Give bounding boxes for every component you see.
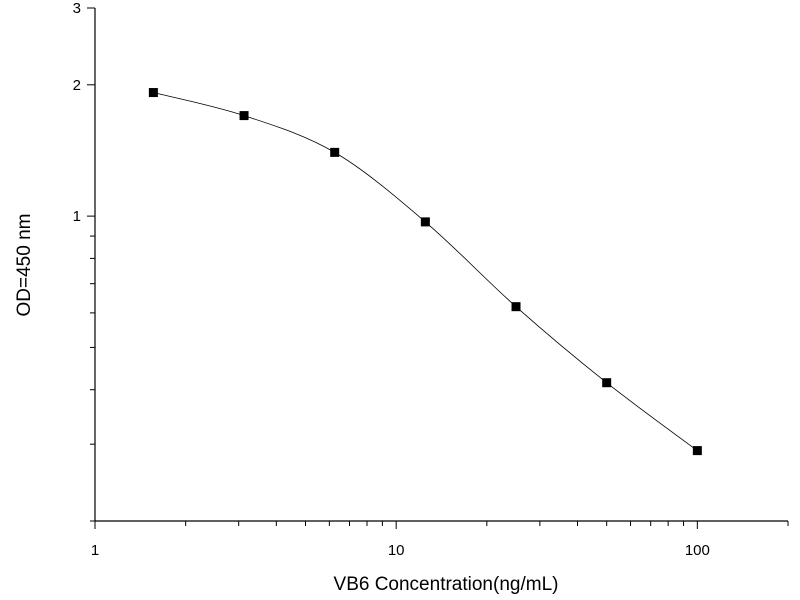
data-point-marker [330, 147, 340, 157]
x-axis-title: VB6 Concentration(ng/mL) [334, 574, 559, 595]
x-tick-label: 1 [91, 542, 99, 559]
x-axis-tick-labels: 1 10 100 [91, 542, 710, 559]
y-axis-tick-labels: 1 2 3 [73, 0, 81, 225]
y-tick-label: 3 [73, 0, 81, 17]
x-axis-ticks [94, 521, 789, 529]
data-point-marker [420, 217, 430, 227]
data-point-marker [148, 88, 158, 98]
x-tick-label: 10 [388, 542, 405, 559]
data-point-marker [511, 302, 521, 312]
data-point-marker [692, 446, 702, 456]
y-axis-title: OD=450 nm [14, 214, 35, 317]
series-lines [153, 92, 698, 451]
x-tick-label: 100 [685, 542, 710, 559]
y-tick-label: 2 [73, 77, 81, 94]
y-axis-ticks [87, 7, 95, 522]
y-tick-label: 1 [73, 208, 81, 225]
plot-area: 1 2 3 1 10 100 [73, 0, 789, 559]
data-point-marker [239, 111, 249, 121]
series-line [153, 92, 698, 451]
data-point-marker [602, 378, 612, 388]
series-points [148, 88, 702, 456]
